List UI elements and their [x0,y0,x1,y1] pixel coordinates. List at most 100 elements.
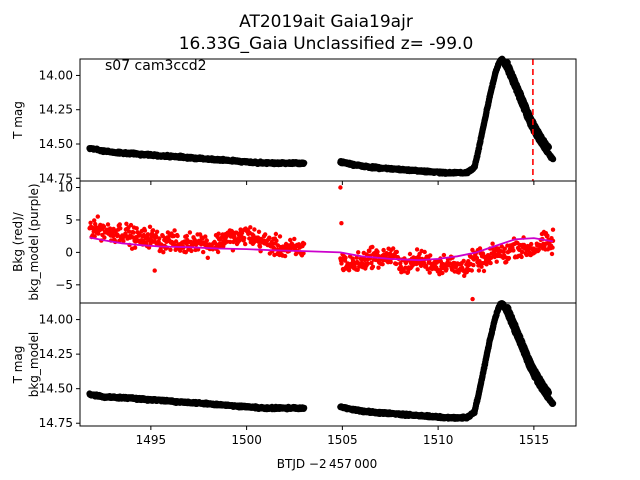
bkg-point-597 [428,253,433,258]
bkg-point-419 [301,241,307,246]
lc-point-615 [300,404,308,412]
panel-1-ytick-label-0: −5 [55,278,73,292]
lc-point-1213 [545,143,552,151]
panel-2-xtick-label-1: 1500 [231,433,262,447]
bkg-point-679 [469,268,474,273]
bkg-point-716 [488,260,493,266]
panel-1-ylabel-line-1: bkg_model (purple) [27,183,41,300]
bkg-point-761 [511,248,516,253]
lc-point-1225 [549,400,557,407]
bkg-point-477 [367,248,372,254]
bkg-point-172 [175,233,180,239]
bkg-outlier-4 [550,227,556,232]
bkg-point-89 [132,245,138,250]
bkg-outlier-2 [470,296,475,302]
bkg-point-166 [172,228,177,233]
bkg-outlier-0 [338,185,343,190]
bkg-point-596 [427,270,432,275]
bkg-point-60 [118,226,123,231]
panel-0-ylabel-line-0: T mag [11,101,25,140]
figure-title-line2: 16.33G_Gaia Unclassified z= -99.0 [179,34,474,54]
bkg-point-72 [124,221,129,226]
bkg-point-40 [107,226,113,231]
bkg-point-663 [461,258,466,264]
bkg-point-747 [504,259,509,265]
bkg-point-314 [248,225,253,230]
bkg-point-728 [494,259,499,264]
bottom-panel-bkg-corrected: 14.00 14.25 14.50 14.75 1495 1500 1505 1510 1515… [11,300,577,447]
panel-2-xtick-label-3: 1510 [423,433,454,447]
bkg-point-586 [422,249,427,255]
bkg-point-579 [418,263,424,268]
bkg-point-70 [123,231,128,236]
bkg-point-505 [381,247,386,253]
bkg-point-418 [301,251,306,256]
bkg-point-693 [476,268,482,273]
bkg-point-621 [440,270,445,276]
bkg-point-320 [251,233,256,238]
panel-0-ytick-label-2: 14.50 [39,137,73,151]
panel-2-ytick-label-1: 14.25 [39,347,73,361]
bkg-outlier-1 [339,221,344,226]
panel-1-ytick-label-3: 10 [58,180,73,194]
bkg-point-531 [394,249,399,255]
bkg-point-572 [415,267,420,272]
bkg-point-503 [380,262,385,267]
bkg-point-304 [243,241,248,247]
bkg-point-132 [154,229,160,234]
bkg-point-59 [117,222,123,227]
bkg-point-742 [501,249,506,255]
bkg-point-571 [414,247,420,252]
bkg-point-624 [441,252,447,258]
panel-1-marks [87,185,556,302]
bkg-point-481 [369,260,374,266]
panel-2-xtick-label-4: 1515 [519,433,550,447]
bkg-point-720 [490,241,495,246]
bkg-point-46 [110,234,116,239]
bkg-point-838 [550,245,555,250]
bkg-point-452 [354,255,359,260]
bkg-point-275 [228,239,233,245]
bkg-point-524 [391,246,396,251]
bkg-point-382 [282,253,288,259]
bkg-point-333 [257,244,263,249]
panel-2-xtick-label-0: 1495 [136,433,167,447]
bkg-point-364 [273,231,279,237]
bkg-point-77 [126,229,132,234]
bkg-point-86 [131,230,136,235]
bkg-point-322 [252,227,257,232]
x-axis-label: BTJD −2 457 000 [277,457,377,471]
bkg-point-538 [398,261,403,266]
lc-point-1213 [545,389,552,396]
bkg-point-351 [267,235,272,240]
bkg-point-190 [184,233,189,239]
bkg-point-629 [444,266,449,272]
panel-0-ytick-label-1: 14.25 [39,103,73,117]
bkg-point-226 [203,234,208,239]
bkg-point-717 [488,255,494,260]
bkg-point-796 [529,241,534,247]
bkg-point-293 [237,238,242,243]
bkg-point-837 [549,251,555,257]
bkg-point-495 [376,265,381,270]
bkg-point-196 [187,230,193,235]
bkg-point-703 [481,268,487,274]
top-panel-lightcurve: 14.00 14.25 14.50 14.75 T mag s07 cam3ccd2 [11,55,577,185]
bkg-point-130 [153,234,159,239]
bkg-point-124 [150,228,156,233]
panel-0-ytick-label-3: 14.75 [39,171,73,185]
bkg-point-9 [92,218,97,223]
bkg-point-66 [121,238,126,244]
bkg-point-17 [96,231,101,236]
bkg-outlier-3 [152,268,157,273]
bkg-point-777 [519,254,524,260]
panel-2-ylabel-line-1: bkg_model [27,332,41,398]
bkg-point-828 [545,233,550,238]
bkg-point-28 [101,224,107,229]
panel-2-ytick-label-2: 14.50 [39,382,73,396]
bkg-point-302 [242,235,247,241]
lc-point-615 [300,159,308,167]
bkg-point-136 [157,236,162,241]
panel-2-frame [79,302,577,427]
